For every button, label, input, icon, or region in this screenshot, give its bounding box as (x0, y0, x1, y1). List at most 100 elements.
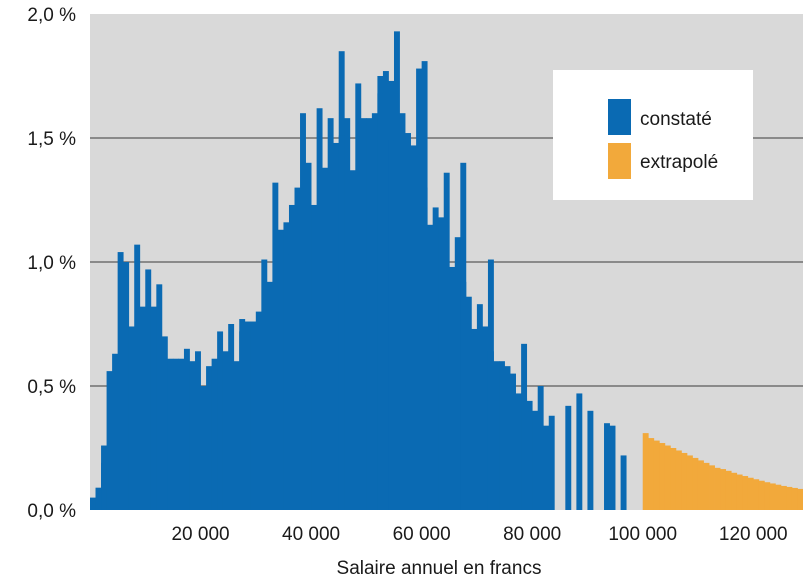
bar-constate (244, 321, 251, 510)
bar-constate (286, 254, 293, 510)
bar-extrapole (786, 486, 793, 510)
bar-constate (399, 113, 406, 510)
bar-constate (206, 366, 212, 510)
y-axis-ticks: 0,0 % 0,5 % 1,0 % 1,5 % 2,0 % (27, 5, 76, 522)
bar-constate (117, 252, 124, 510)
bar-extrapole (675, 450, 682, 510)
bar-constate (465, 296, 472, 510)
bar-constate (565, 405, 572, 510)
bar-constate (255, 311, 262, 510)
bars (90, 31, 803, 511)
legend-label-extrapole: extrapolé (640, 152, 718, 173)
bar-extrapole (742, 476, 749, 510)
bar-constate (393, 31, 400, 511)
bar-constate (504, 366, 511, 510)
bar-constate (548, 415, 555, 510)
bar-constate (460, 162, 467, 511)
bar-constate (360, 118, 367, 510)
bar-constate (211, 358, 218, 510)
bar-constate (609, 425, 616, 510)
bar-constate (239, 319, 246, 510)
bar-constate (526, 400, 533, 510)
bar-constate (487, 259, 494, 510)
bar-constate (416, 68, 423, 510)
y-tick-label: 2,0 % (27, 5, 76, 26)
x-tick-label: 20 000 (171, 524, 229, 545)
bar-extrapole (681, 452, 688, 510)
bar-extrapole (731, 472, 738, 510)
bar-constate (382, 71, 389, 510)
bar-constate (145, 269, 152, 510)
bar-constate (371, 113, 378, 510)
bar-constate (355, 83, 362, 510)
bar-constate (90, 497, 96, 510)
bar-constate (200, 388, 207, 510)
x-tick-label: 120 000 (719, 524, 788, 545)
bar-constate (322, 167, 329, 510)
y-tick-label: 0,0 % (27, 501, 76, 522)
bar-constate (150, 306, 157, 510)
bar-extrapole (686, 455, 693, 510)
bar-constate (427, 224, 434, 511)
bar-extrapole (697, 460, 704, 510)
bar-constate (272, 182, 279, 510)
bar-extrapole (791, 487, 798, 510)
bar-extrapole (797, 488, 803, 510)
bar-constate (228, 324, 235, 510)
bar-constate (454, 237, 461, 510)
x-tick-label: 40 000 (282, 524, 340, 545)
bar-extrapole (736, 474, 743, 510)
x-tick-label: 60 000 (393, 524, 451, 545)
bar-constate (405, 133, 411, 511)
bar-extrapole (780, 485, 787, 510)
bar-extrapole (653, 440, 660, 510)
y-tick-label: 1,5 % (27, 129, 76, 150)
bar-constate (172, 358, 179, 510)
bar-constate (139, 306, 146, 510)
bar-constate (449, 266, 456, 510)
bar-constate (316, 108, 323, 511)
bar-constate (95, 487, 102, 510)
bar-constate (305, 162, 312, 511)
bar-extrapole (703, 462, 710, 510)
bar-constate (421, 61, 428, 511)
bar-constate (366, 118, 373, 510)
bar-constate (521, 343, 528, 510)
legend-box (553, 70, 753, 200)
bar-constate (515, 393, 522, 510)
bar-extrapole (725, 470, 732, 510)
x-axis-ticks: 20 000 40 000 60 000 80 000 100 000 120 000 (171, 524, 787, 545)
bar-extrapole (642, 433, 649, 510)
bar-extrapole (720, 469, 727, 510)
bar-constate (217, 331, 224, 510)
bar-constate (128, 326, 135, 510)
bar-constate (493, 361, 500, 510)
x-tick-label: 100 000 (608, 524, 677, 545)
bar-constate (112, 353, 119, 510)
bar-constate (587, 410, 594, 510)
bar-constate (123, 262, 130, 510)
bar-constate (300, 113, 306, 510)
bar-constate (576, 393, 583, 510)
bar-constate (377, 93, 384, 511)
bar-constate (349, 170, 356, 511)
bar-constate (167, 358, 174, 510)
bar-extrapole (670, 448, 677, 510)
bar-constate (338, 135, 345, 510)
bar-constate (277, 229, 284, 510)
legend-swatch-extrapole (608, 143, 631, 179)
bar-constate (482, 326, 489, 510)
y-tick-label: 1,0 % (27, 253, 76, 274)
bar-constate (604, 423, 610, 510)
bar-constate (101, 462, 107, 510)
bar-extrapole (659, 443, 666, 510)
bar-constate (510, 373, 516, 510)
bar-extrapole (764, 482, 771, 510)
bar-constate (178, 358, 185, 510)
bar-constate (432, 207, 439, 510)
bar-extrapole (747, 477, 754, 510)
bar-constate (195, 351, 201, 510)
bar-constate (266, 281, 273, 510)
bar-constate (471, 328, 478, 510)
